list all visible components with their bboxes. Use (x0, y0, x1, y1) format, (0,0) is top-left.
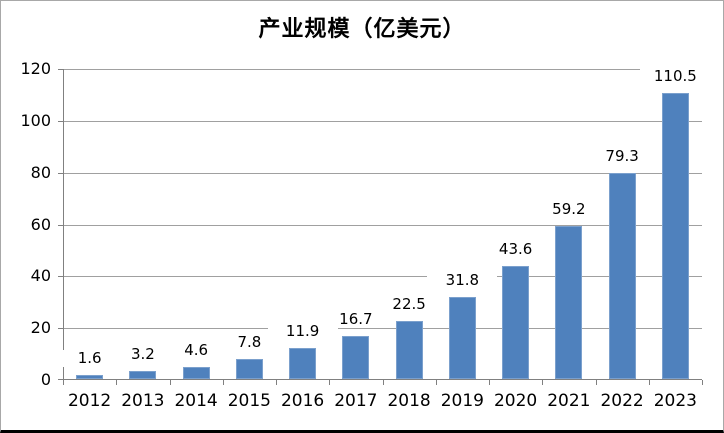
x-axis-label: 2022 (600, 391, 644, 411)
bar-value-label: 22.5 (374, 296, 445, 313)
bar-value-label: 7.8 (214, 334, 285, 351)
gridline-40 (63, 276, 702, 278)
x-axis-tick (276, 380, 277, 385)
x-axis-label: 2015 (227, 391, 271, 411)
x-axis-tick (702, 380, 703, 385)
bar-value-label: 11.9 (267, 323, 338, 340)
bar-2016 (289, 348, 317, 379)
y-axis-tick (58, 172, 63, 174)
y-axis-tick (58, 120, 63, 122)
gridline-100 (63, 120, 702, 122)
y-axis-label: 0 (40, 370, 51, 389)
x-axis-tick (223, 380, 224, 385)
y-axis-tick (58, 224, 63, 226)
x-axis-label: 2020 (493, 391, 538, 411)
bar-2019 (448, 297, 476, 379)
bar-value-label: 59.2 (533, 201, 604, 218)
x-axis-label: 2019 (440, 391, 484, 411)
bar-value-label: 1.6 (54, 350, 125, 367)
x-axis-label: 2017 (334, 391, 378, 411)
bar-value-label: 43.6 (480, 241, 551, 258)
y-axis (63, 69, 64, 380)
x-axis-label: 2012 (67, 391, 112, 411)
x-axis-label: 2014 (174, 391, 218, 411)
x-axis-label: 2023 (653, 391, 697, 411)
y-axis-label: 20 (30, 318, 51, 338)
y-axis-tick (58, 379, 63, 380)
bar-2013 (129, 371, 157, 379)
bar-value-label: 79.3 (587, 148, 658, 165)
x-axis (63, 379, 702, 380)
bar-2017 (342, 336, 370, 379)
bar-2018 (395, 321, 423, 379)
bar-2014 (182, 367, 210, 379)
y-axis-label: 80 (30, 162, 51, 182)
y-axis-label: 60 (30, 214, 51, 234)
x-axis-tick (329, 380, 330, 385)
x-axis-tick (542, 380, 543, 385)
x-axis-tick (489, 380, 490, 385)
bar-2021 (555, 226, 583, 379)
bar-2012 (76, 375, 104, 379)
bar-2015 (235, 359, 263, 379)
x-axis-tick (436, 380, 437, 385)
x-axis-tick (383, 380, 384, 385)
gridline-20 (63, 328, 702, 330)
gridline-60 (63, 224, 702, 226)
y-axis-tick (58, 69, 63, 70)
bar-2023 (661, 93, 689, 379)
x-axis-label: 2016 (280, 391, 325, 411)
gridline-80 (63, 172, 702, 174)
x-axis-tick (649, 380, 650, 385)
chart-title: 产业规模（亿美元） (258, 17, 466, 42)
x-axis-tick (170, 380, 171, 385)
bar-value-label: 3.2 (107, 346, 178, 363)
x-axis-label: 2018 (387, 391, 431, 411)
x-axis-tick (116, 380, 117, 385)
bar-value-label: 16.7 (320, 311, 391, 328)
bar-value-label: 4.6 (161, 342, 232, 359)
plot-area: 0 20 40 60 80 100 120 1.6 2012 3.2 2013 4.6 2014 7.8 2… (20, 60, 711, 410)
x-axis-label: 2021 (547, 391, 591, 411)
y-axis-tick (58, 276, 63, 278)
bar-2020 (502, 266, 530, 379)
y-axis-label: 120 (20, 59, 51, 78)
y-axis-label: 100 (20, 110, 51, 130)
x-axis-tick (596, 380, 597, 385)
bar-value-label: 31.8 (427, 272, 498, 289)
y-axis-label: 40 (30, 266, 51, 286)
bar-value-label: 110.5 (640, 68, 711, 85)
bar-2022 (608, 173, 636, 379)
x-axis-tick (63, 380, 64, 385)
y-axis-tick (58, 328, 63, 330)
gridline-120 (63, 69, 702, 70)
x-axis-label: 2013 (121, 391, 165, 411)
